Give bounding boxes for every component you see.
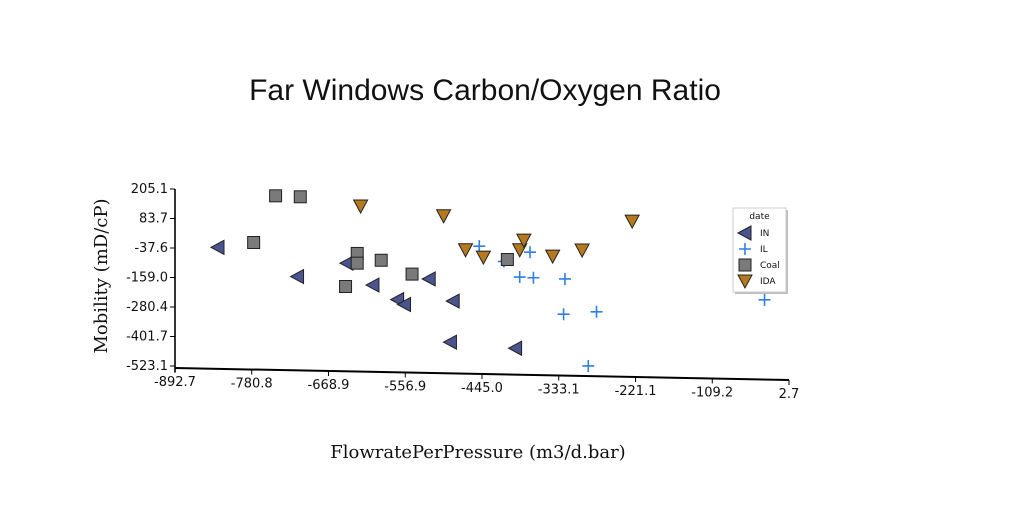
x-tick-label: -668.9 (308, 378, 350, 393)
data-point-ida (352, 199, 369, 215)
data-point-coal (269, 189, 283, 203)
data-point-il (582, 359, 595, 372)
data-point-in (289, 268, 305, 285)
data-point-coal (293, 190, 307, 204)
legend-marker-in (736, 225, 752, 241)
data-point-coal (374, 253, 388, 267)
x-axis-label: FlowratePerPressure (m3/d.bar) (330, 442, 625, 463)
data-point-in (445, 293, 460, 309)
series-in (209, 239, 523, 357)
legend-item-in: IN (736, 225, 769, 241)
data-point-in (507, 340, 523, 357)
y-axis-label: Mobility (mD/cP) (91, 199, 112, 354)
x-tick-label: -556.9 (384, 380, 426, 395)
axes: 205.1 83.7 -37.6 -159.0 -280.4 -401.7 -523.1-8… (126, 182, 799, 402)
data-point-coal (405, 267, 419, 281)
x-tick-label: -109.2 (691, 386, 733, 401)
series-il (473, 240, 771, 372)
x-tick-label: -892.7 (154, 375, 196, 390)
legend-marker-ida (737, 274, 753, 290)
data-point-il (557, 308, 570, 321)
data-point-coal (350, 256, 364, 270)
legend-label-ida: IDA (760, 277, 776, 287)
data-point-ida (511, 243, 528, 258)
legend-label-il: IL (760, 245, 768, 255)
data-point-il (513, 271, 526, 284)
legend-item-il: IL (739, 243, 768, 255)
data-point-coal (500, 253, 514, 267)
legend-marker-il (739, 243, 751, 255)
data-point-coal (339, 279, 353, 293)
data-point-il (527, 271, 540, 284)
x-tick-label: -780.8 (231, 376, 273, 391)
data-point-ida (515, 233, 532, 249)
data-point-il (590, 305, 603, 318)
legend-title: date (749, 212, 770, 222)
series-ida (352, 199, 753, 276)
data-point-il (758, 293, 771, 306)
data-point-in (209, 239, 225, 256)
x-tick-label: -221.1 (615, 384, 657, 399)
legend-marker-coal (738, 258, 752, 272)
data-point-ida (435, 209, 452, 224)
legend-item-coal: Coal (738, 258, 780, 272)
y-tick-label: 205.1 (131, 182, 168, 197)
data-point-il (558, 272, 571, 285)
y-tick-label: -159.0 (126, 271, 168, 286)
data-point-ida (457, 243, 474, 258)
y-tick-label: -280.4 (126, 300, 168, 315)
y-tick-label: 83.7 (139, 212, 168, 227)
data-point-ida (574, 243, 590, 259)
x-tick-label: -445.0 (461, 381, 503, 396)
x-tick-label: -333.1 (538, 382, 580, 397)
legend-label-in: IN (760, 229, 769, 239)
data-point-in (396, 296, 412, 313)
data-point-coal (247, 235, 261, 249)
data-point-il (524, 246, 537, 259)
legend-item-ida: IDA (737, 274, 776, 290)
data-point-in (421, 271, 436, 287)
data-point-il (473, 240, 486, 253)
y-tick-label: -523.1 (126, 359, 168, 374)
data-point-in (364, 277, 380, 293)
legend-label-coal: Coal (760, 261, 780, 271)
y-tick-label: -401.7 (126, 329, 168, 344)
y-tick-label: -37.6 (134, 241, 168, 256)
chart-title: Far Windows Carbon/Oxygen Ratio (249, 74, 721, 107)
data-point-ida (475, 250, 492, 266)
data-point-ida (624, 214, 641, 230)
legend: date IN IL Coal IDA (732, 207, 788, 294)
data-point-ida (544, 249, 561, 265)
series-coal (247, 189, 514, 293)
data-point-in (442, 334, 457, 350)
data-points (209, 189, 771, 372)
x-tick-label: 2.7 (779, 387, 800, 402)
